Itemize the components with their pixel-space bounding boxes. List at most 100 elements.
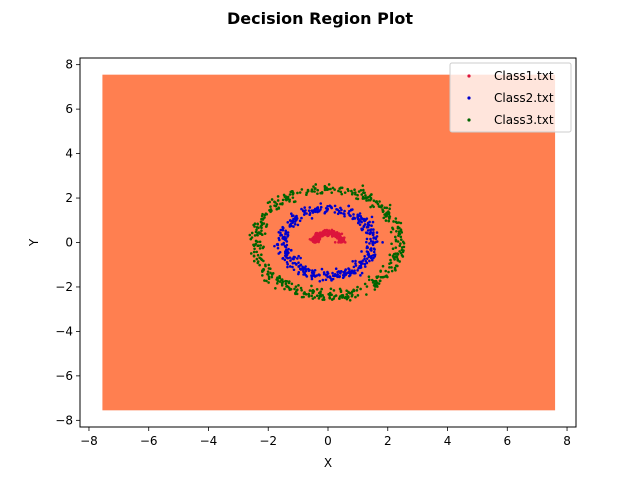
- data-point: [339, 289, 343, 292]
- data-point: [336, 236, 339, 240]
- data-point: [347, 271, 351, 274]
- data-point: [301, 209, 305, 212]
- x-tick-label: 2: [384, 434, 392, 448]
- data-point: [283, 258, 287, 262]
- data-point: [297, 261, 300, 264]
- data-point: [358, 266, 362, 270]
- legend-label: Class3.txt: [494, 113, 554, 127]
- data-point: [311, 291, 315, 294]
- data-point: [294, 290, 298, 293]
- data-point: [276, 199, 280, 202]
- data-point: [345, 289, 348, 292]
- data-point: [343, 214, 346, 218]
- data-point: [275, 207, 279, 211]
- data-point: [325, 210, 328, 213]
- data-point: [394, 220, 398, 224]
- data-point: [250, 236, 254, 239]
- data-point: [372, 228, 375, 231]
- data-point: [267, 275, 271, 279]
- data-point: [314, 183, 318, 186]
- data-point: [294, 285, 298, 288]
- data-point: [302, 213, 306, 216]
- legend-marker: [467, 74, 471, 78]
- data-point: [286, 250, 289, 254]
- data-point: [370, 224, 373, 227]
- data-point: [372, 279, 376, 283]
- y-tick-label: 8: [65, 58, 73, 72]
- data-point: [351, 208, 354, 211]
- data-point: [266, 201, 270, 205]
- data-point: [360, 193, 364, 196]
- data-point: [395, 252, 399, 255]
- data-point: [333, 188, 336, 191]
- data-point: [367, 275, 371, 278]
- data-point: [313, 268, 317, 272]
- data-point: [378, 279, 382, 283]
- x-tick-label: 6: [503, 434, 511, 448]
- data-point: [339, 206, 342, 210]
- data-point: [374, 279, 378, 283]
- data-point: [321, 278, 325, 282]
- data-point: [300, 188, 304, 191]
- data-point: [310, 217, 314, 220]
- data-point: [351, 293, 354, 297]
- data-point: [274, 204, 278, 208]
- data-point: [328, 294, 332, 297]
- data-point: [371, 232, 374, 235]
- data-point: [312, 209, 315, 212]
- data-point: [370, 215, 374, 219]
- data-point: [359, 188, 363, 192]
- data-point: [286, 256, 290, 260]
- data-point: [347, 211, 350, 215]
- data-point: [328, 204, 332, 208]
- data-point: [317, 291, 321, 295]
- x-tick-label: 8: [563, 434, 571, 448]
- data-point: [304, 265, 307, 268]
- data-point: [316, 192, 319, 195]
- data-point: [281, 198, 285, 202]
- x-tick-label: 0: [324, 434, 332, 448]
- data-point: [288, 265, 292, 268]
- data-point: [384, 215, 388, 218]
- data-point: [340, 186, 344, 190]
- data-point: [252, 259, 256, 263]
- data-point: [396, 240, 400, 243]
- data-point: [270, 198, 274, 201]
- data-point: [356, 269, 359, 272]
- data-point: [311, 289, 315, 292]
- data-point: [399, 242, 402, 245]
- data-point: [320, 287, 324, 291]
- data-point: [336, 234, 340, 238]
- data-point: [305, 212, 308, 215]
- data-point: [266, 270, 270, 273]
- y-tick-label: 2: [65, 191, 73, 205]
- legend-entry-class2: Class2.txt: [467, 91, 554, 105]
- data-point: [249, 252, 253, 255]
- data-point: [372, 199, 376, 202]
- data-point: [401, 255, 405, 258]
- data-point: [363, 254, 367, 258]
- data-point: [284, 232, 287, 236]
- data-point: [338, 187, 342, 190]
- data-point: [310, 188, 314, 191]
- series-class1-txt: [308, 228, 347, 244]
- data-point: [305, 191, 308, 195]
- data-point: [361, 184, 365, 187]
- scatter-points: [248, 183, 406, 302]
- data-point: [256, 244, 259, 248]
- data-point: [326, 275, 330, 279]
- data-point: [340, 232, 344, 236]
- data-point: [297, 271, 301, 274]
- data-point: [299, 286, 303, 290]
- data-point: [393, 258, 396, 261]
- data-point: [353, 191, 357, 194]
- data-point: [341, 296, 344, 299]
- data-point: [323, 184, 327, 188]
- data-point: [257, 226, 260, 230]
- data-point: [359, 264, 363, 268]
- data-point: [270, 209, 273, 212]
- data-point: [330, 191, 334, 194]
- data-point: [310, 277, 314, 281]
- data-point: [383, 206, 387, 209]
- data-point: [356, 197, 360, 201]
